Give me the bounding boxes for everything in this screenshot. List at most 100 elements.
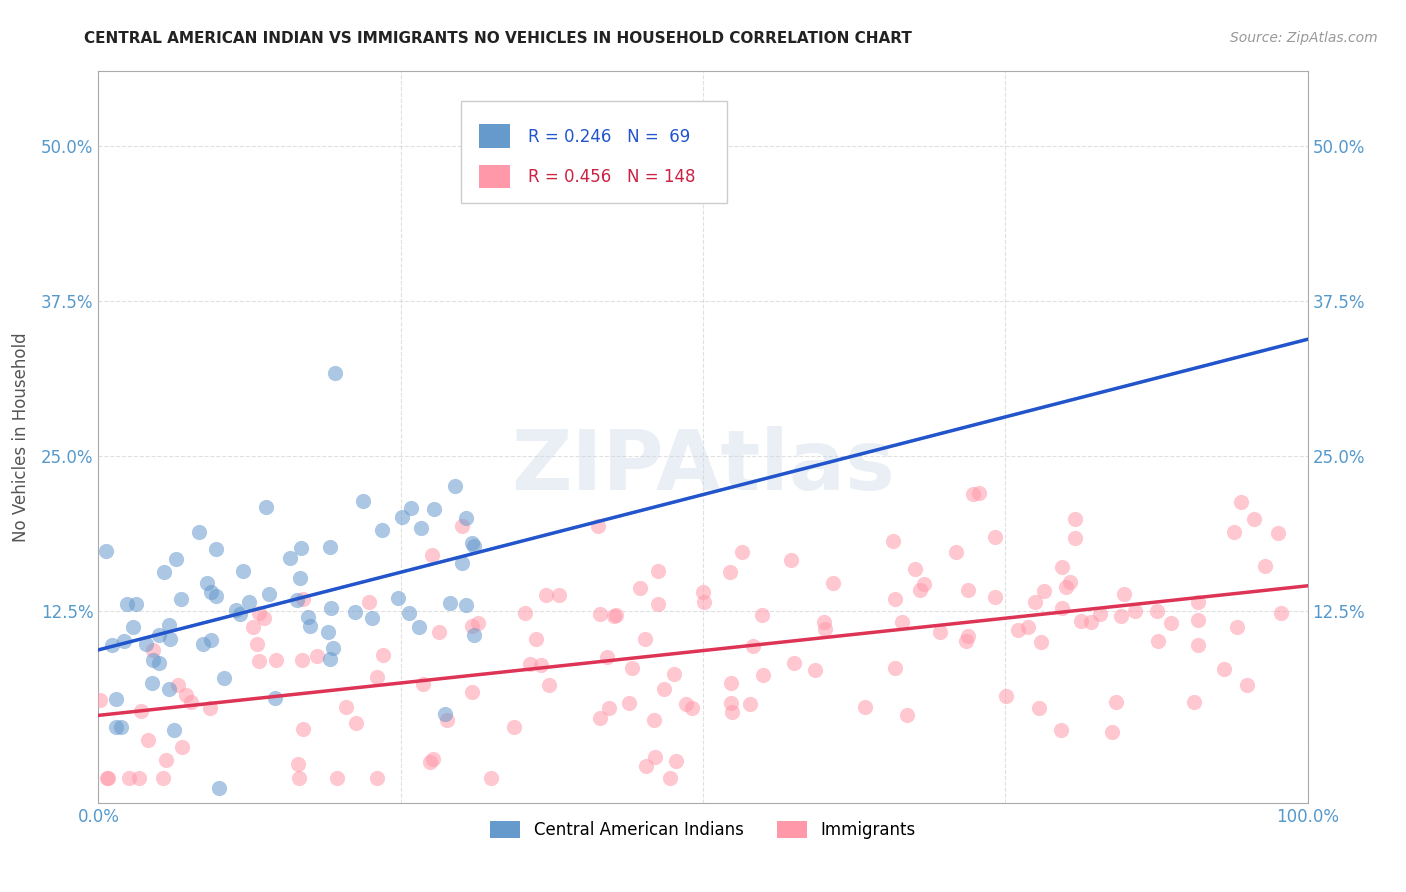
Point xyxy=(370,523,392,537)
Point xyxy=(136,733,159,747)
Point xyxy=(427,624,450,639)
Point xyxy=(1007,624,1029,638)
Point xyxy=(1114,587,1136,601)
Point xyxy=(1187,614,1209,628)
Point xyxy=(720,697,742,711)
Point xyxy=(721,706,744,720)
Point xyxy=(984,590,1007,604)
Point xyxy=(96,544,118,558)
Point xyxy=(433,706,456,721)
Point xyxy=(148,656,170,670)
Point xyxy=(163,723,186,737)
Point xyxy=(884,661,907,675)
Point xyxy=(346,716,368,731)
Point xyxy=(752,668,775,682)
Point xyxy=(813,615,835,630)
Point xyxy=(366,670,388,684)
Point xyxy=(693,595,716,609)
Legend: Central American Indians, Immigrants: Central American Indians, Immigrants xyxy=(484,814,922,846)
Point xyxy=(1031,635,1053,649)
Point xyxy=(823,575,845,590)
Point xyxy=(290,541,312,556)
Point xyxy=(246,637,269,651)
Point xyxy=(322,641,344,656)
Point xyxy=(461,618,484,632)
Point xyxy=(1160,616,1182,631)
Point xyxy=(451,556,474,570)
Point xyxy=(634,632,657,647)
Point xyxy=(1187,595,1209,609)
Point xyxy=(1109,609,1132,624)
Point xyxy=(896,708,918,723)
Point xyxy=(208,781,231,796)
Point xyxy=(1105,695,1128,709)
Point xyxy=(155,753,177,767)
Point xyxy=(1223,525,1246,540)
FancyBboxPatch shape xyxy=(479,124,509,148)
Point xyxy=(232,564,254,578)
Point xyxy=(167,678,190,692)
Point xyxy=(1123,604,1146,618)
Point xyxy=(131,704,153,718)
Point xyxy=(662,667,685,681)
Point xyxy=(461,535,484,549)
Point xyxy=(855,700,877,714)
Point xyxy=(89,693,111,707)
Point xyxy=(174,688,197,702)
Point xyxy=(891,615,914,630)
Point xyxy=(450,519,472,533)
Point xyxy=(326,771,349,785)
Point xyxy=(617,696,640,710)
Point xyxy=(387,591,409,605)
Point xyxy=(536,588,558,602)
Point xyxy=(1226,620,1249,634)
Point xyxy=(519,657,541,672)
Point xyxy=(463,539,485,553)
Point xyxy=(742,640,765,654)
Point xyxy=(253,611,276,625)
Point xyxy=(665,755,688,769)
Point xyxy=(100,639,122,653)
Point xyxy=(652,682,675,697)
Point xyxy=(647,597,669,611)
Point xyxy=(957,582,980,597)
Point xyxy=(751,608,773,623)
Text: R = 0.456   N = 148: R = 0.456 N = 148 xyxy=(527,169,695,186)
Point xyxy=(681,701,703,715)
Point xyxy=(316,625,339,640)
Point xyxy=(675,697,697,711)
Point xyxy=(983,530,1005,544)
Point xyxy=(524,632,547,647)
Point xyxy=(720,676,742,690)
Point xyxy=(104,691,127,706)
Point xyxy=(644,749,666,764)
Point xyxy=(200,633,222,648)
Point xyxy=(278,551,301,566)
Point xyxy=(391,510,413,524)
Point xyxy=(530,657,553,672)
Point xyxy=(371,648,394,663)
Point xyxy=(1101,725,1123,739)
Point xyxy=(172,740,194,755)
Point xyxy=(319,652,342,666)
Point xyxy=(912,577,935,591)
Point xyxy=(287,756,309,771)
Point xyxy=(1033,583,1056,598)
Text: CENTRAL AMERICAN INDIAN VS IMMIGRANTS NO VEHICLES IN HOUSEHOLD CORRELATION CHART: CENTRAL AMERICAN INDIAN VS IMMIGRANTS NO… xyxy=(84,31,912,46)
Point xyxy=(319,540,342,554)
Point xyxy=(409,521,432,535)
Point xyxy=(200,584,222,599)
Point xyxy=(257,587,280,601)
Point xyxy=(153,565,176,579)
Point xyxy=(238,595,260,609)
Point xyxy=(242,620,264,634)
Point xyxy=(456,511,478,525)
Point xyxy=(335,699,357,714)
Text: Source: ZipAtlas.com: Source: ZipAtlas.com xyxy=(1230,31,1378,45)
Point xyxy=(884,591,907,606)
Point xyxy=(193,637,215,651)
Point xyxy=(343,605,366,619)
Point xyxy=(515,606,537,620)
Point xyxy=(1070,614,1092,628)
Point xyxy=(804,664,827,678)
